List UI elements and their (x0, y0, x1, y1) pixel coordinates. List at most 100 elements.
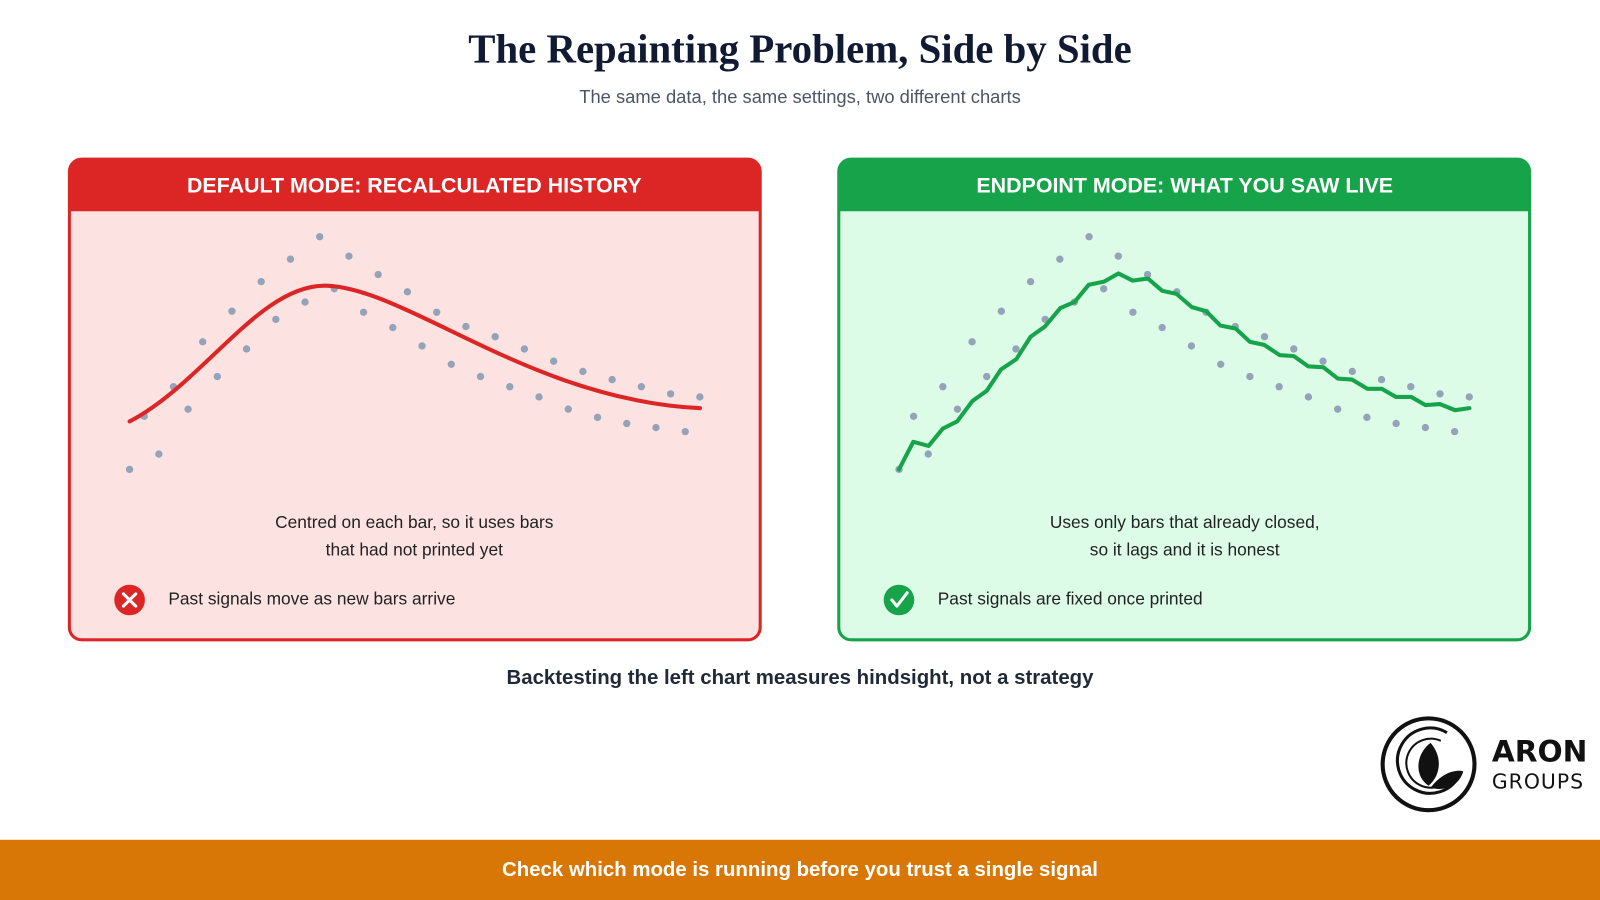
price-dot (696, 393, 704, 401)
price-dot (1026, 277, 1035, 286)
panel-header: ENDPOINT MODE: WHAT YOU SAW LIVE (976, 173, 1393, 197)
price-dot (681, 427, 689, 436)
price-dot (652, 423, 660, 432)
footer: Check which mode is running before you t… (502, 859, 1098, 881)
endpoint-line (896, 271, 1472, 472)
price-dot (1114, 252, 1122, 260)
footer-band (0, 839, 1600, 900)
price-dot (491, 333, 499, 341)
price-dot (1129, 308, 1137, 316)
price-dot (1012, 345, 1020, 353)
price-dot (1363, 413, 1371, 422)
title: The Repainting Problem, Side by Side (468, 26, 1131, 71)
price-dot (1465, 393, 1473, 401)
price-dot (1450, 427, 1459, 436)
price-dot (1275, 383, 1283, 391)
panel-endpoint: ENDPOINT MODE: WHAT YOU SAW LIVE Uses on… (837, 157, 1532, 642)
price-dot (593, 413, 602, 422)
price-dot (1436, 390, 1444, 398)
panel-header-band (69, 159, 761, 212)
price-dot (184, 405, 192, 413)
logo-name: ARON (1492, 735, 1588, 769)
price-dot (242, 345, 251, 353)
price-dot (125, 465, 134, 474)
price-dot (1392, 419, 1400, 428)
panel-header: DEFAULT MODE: RECALCULATED HISTORY (187, 173, 642, 197)
price-dot (564, 405, 572, 413)
price-dot (666, 390, 675, 398)
price-dot (1143, 270, 1152, 279)
price-dot (286, 255, 295, 263)
caption-line: Centred on each bar, so it uses bars (275, 512, 554, 532)
price-dot (476, 372, 485, 381)
price-dot (199, 338, 207, 346)
price-dot (1377, 375, 1386, 384)
price-dot (359, 308, 368, 316)
check-mark (890, 591, 909, 608)
price-dot (909, 412, 918, 420)
panel-box (837, 157, 1532, 642)
price-dot (1421, 423, 1430, 432)
caption-line: that had not printed yet (326, 540, 503, 560)
price-dot (403, 288, 412, 296)
price-dot (939, 383, 947, 391)
price-dot (1056, 255, 1064, 263)
price-dot (374, 270, 382, 279)
price-dot (520, 345, 529, 353)
price-dot (637, 383, 646, 391)
price-dot (1348, 367, 1356, 376)
price-dot (447, 360, 455, 368)
price-dot (1085, 233, 1093, 241)
price-dot (418, 342, 426, 350)
price-dot (535, 393, 543, 401)
price-dot (272, 315, 280, 324)
price-dot (1290, 345, 1298, 353)
price-dot (608, 375, 616, 384)
price-dot (228, 307, 236, 315)
price-dot (623, 419, 631, 428)
price-dot (983, 372, 991, 381)
price-dot (1187, 342, 1196, 350)
price-dot (1333, 405, 1342, 413)
price-dot (1100, 285, 1108, 293)
price-dot (953, 405, 962, 413)
check-icon (883, 584, 915, 616)
subtitle: The same data, the same settings, two di… (579, 86, 1021, 107)
note: Backtesting the left chart measures hind… (507, 667, 1095, 689)
price-dot (462, 322, 470, 331)
price-dot (1158, 323, 1166, 332)
signal-text: Past signals move as new bars arrive (168, 589, 455, 609)
price-dot (1246, 372, 1254, 381)
price-dot (1319, 357, 1327, 365)
logo-leaf (1418, 742, 1439, 786)
price-dot (579, 367, 587, 376)
price-dot (549, 357, 558, 365)
signal-text: Past signals are fixed once printed (938, 589, 1203, 609)
logo-tagline: GROUPS (1492, 770, 1584, 794)
logo-swirl (1395, 726, 1461, 795)
price-dot (1260, 333, 1269, 341)
panel-default: DEFAULT MODE: RECALCULATED HISTORY Centr… (67, 157, 762, 642)
panel-box (67, 157, 762, 642)
price-dot (968, 338, 976, 346)
price-dot (997, 307, 1006, 315)
caption-line: Uses only bars that already closed, (1050, 512, 1320, 532)
price-dot (257, 277, 265, 286)
price-dots (895, 233, 1473, 474)
cross-mark (121, 592, 138, 608)
price-dot (316, 233, 324, 241)
price-dot (1217, 360, 1225, 368)
price-dot (1407, 383, 1415, 391)
price-dot (155, 450, 163, 458)
price-dot (213, 372, 221, 381)
logo-leaf (1430, 770, 1464, 789)
price-dot (345, 252, 353, 260)
price-dot (389, 323, 397, 332)
panel-header-band (838, 159, 1530, 212)
price-dot (506, 383, 514, 391)
price-dot (301, 298, 309, 306)
price-dot (924, 450, 932, 458)
price-dot (432, 308, 441, 316)
